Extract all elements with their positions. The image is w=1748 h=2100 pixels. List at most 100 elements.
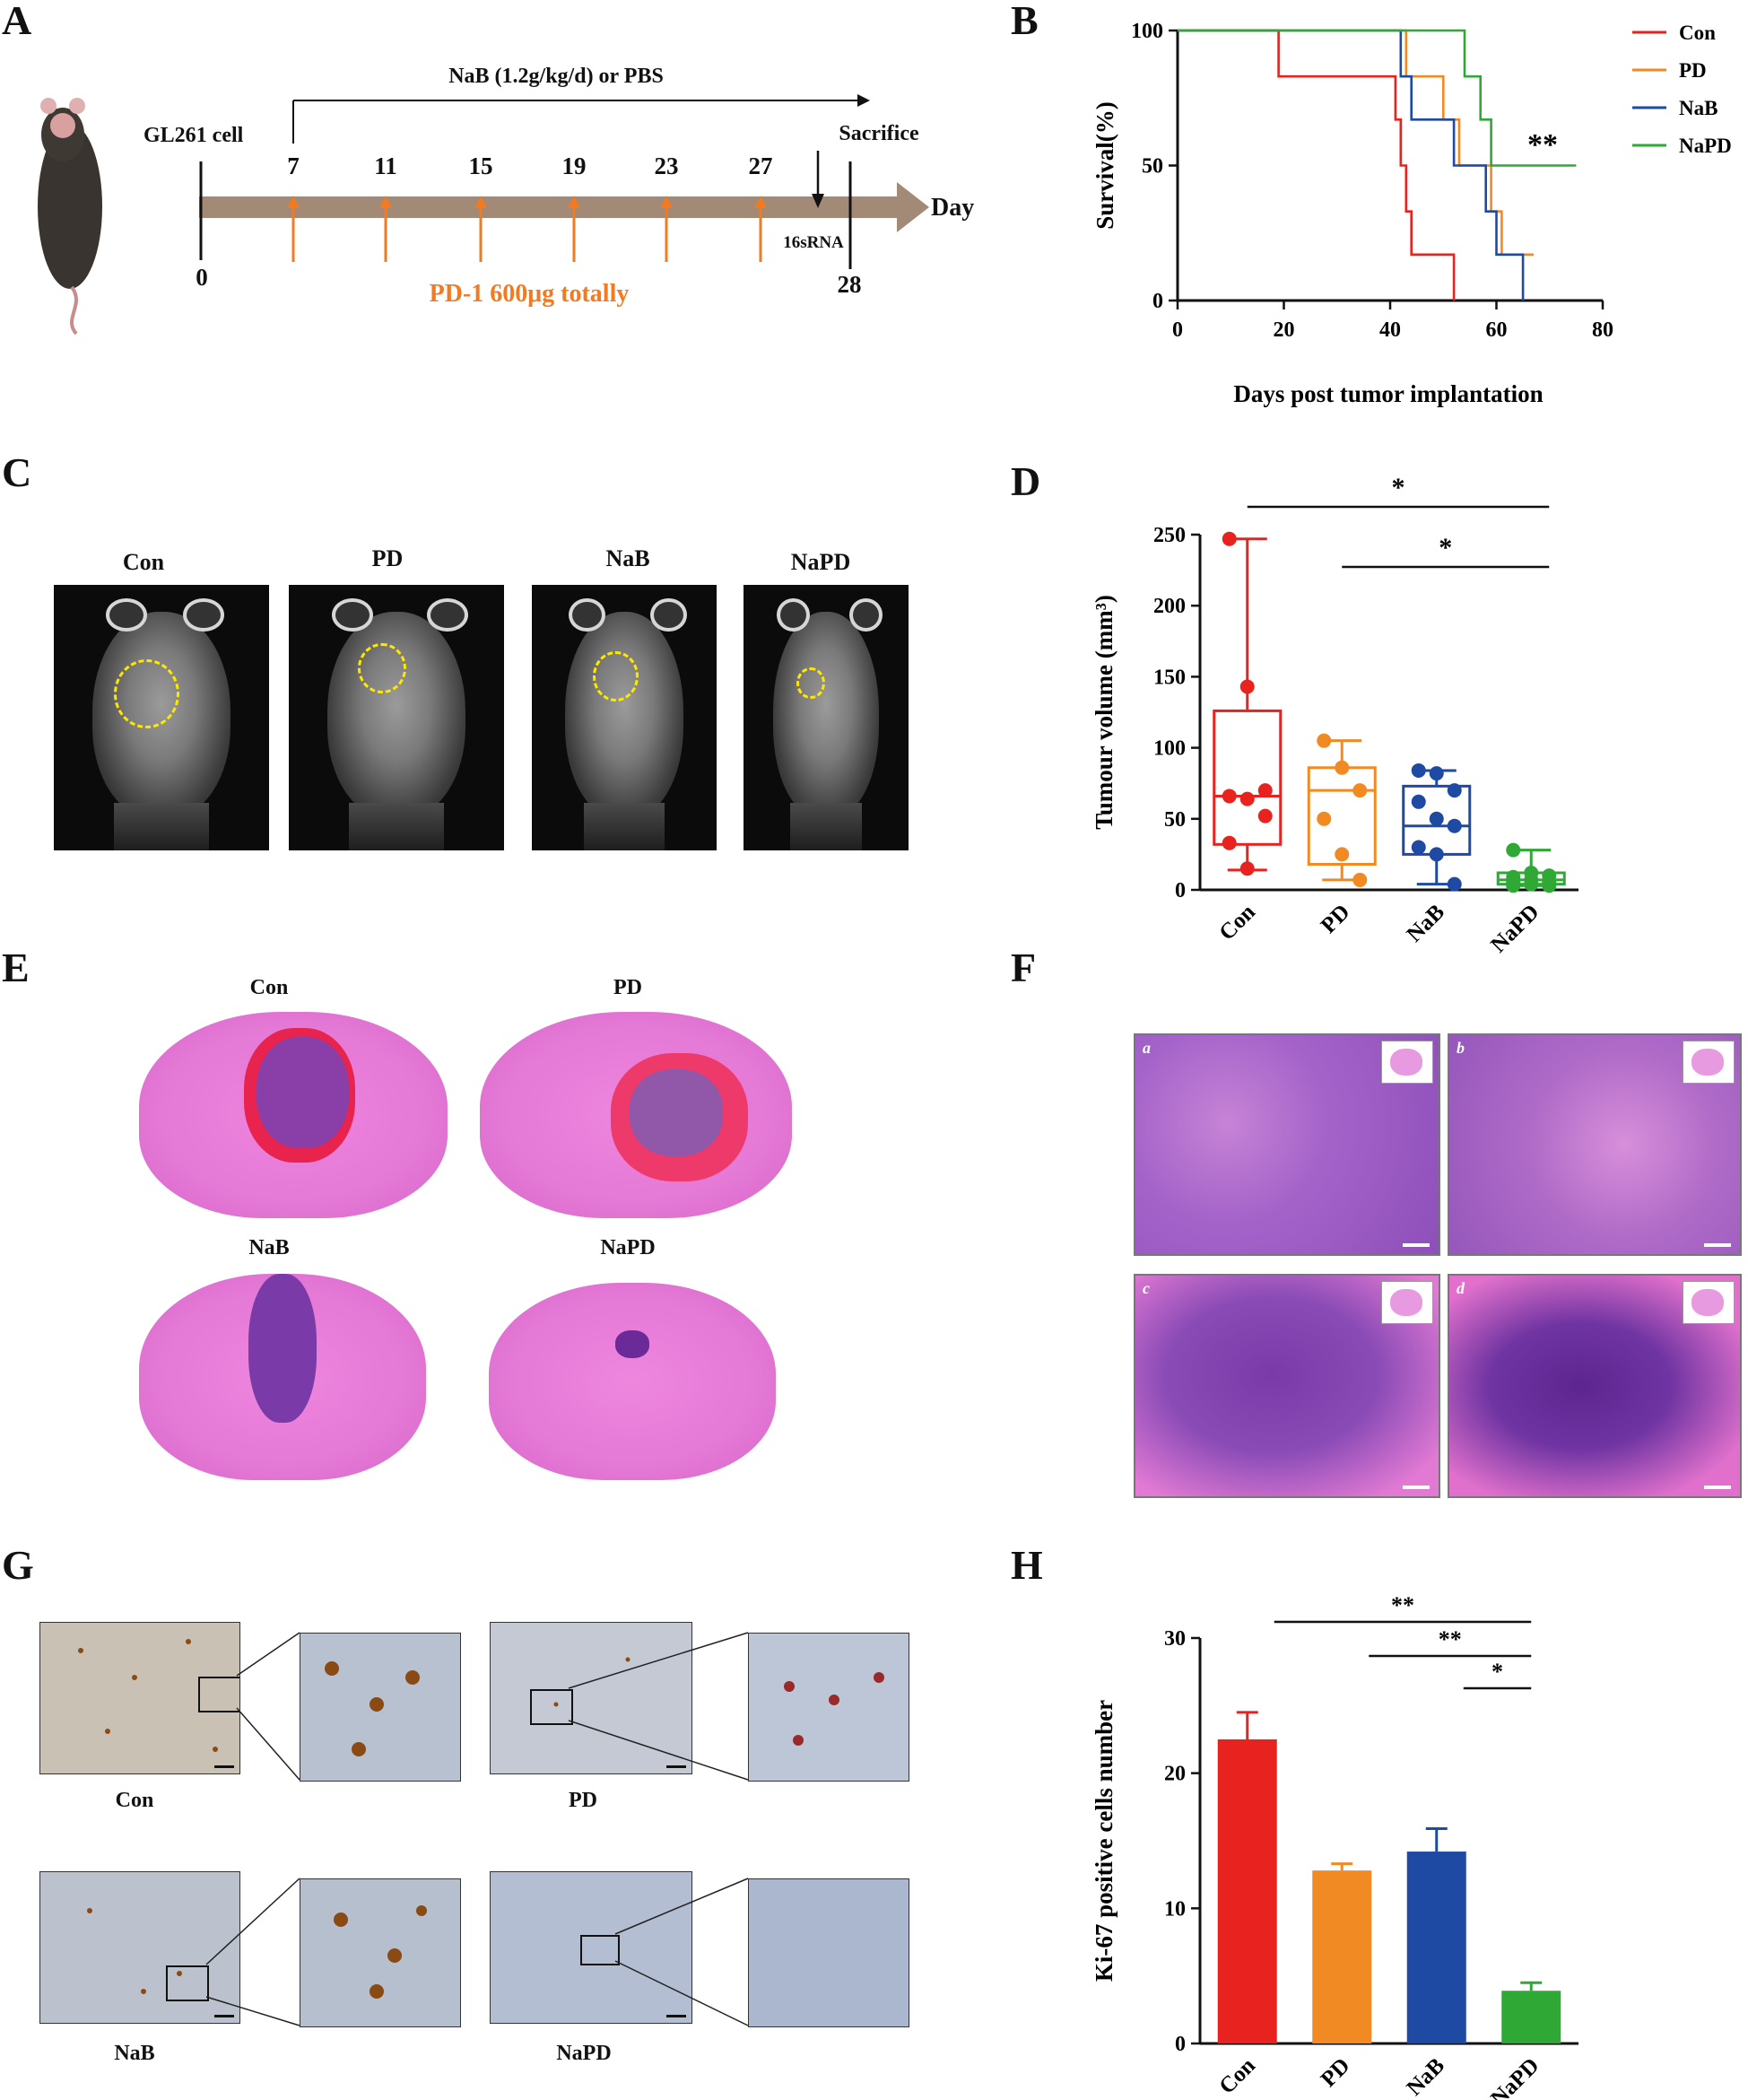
ihc-zoom-con <box>300 1633 461 1782</box>
bar-nab <box>1406 1852 1466 2043</box>
tumor-outline <box>796 667 825 700</box>
scale-bar <box>214 1765 234 1768</box>
data-point <box>1429 811 1444 826</box>
legend-label: NaPD <box>1679 135 1732 157</box>
end-label: Sacrifice <box>839 122 919 145</box>
y-tick-label: 150 <box>1153 666 1186 689</box>
legend-label: NaB <box>1679 97 1718 119</box>
data-point <box>1239 861 1255 876</box>
y-tick-label: 200 <box>1153 595 1186 618</box>
bar-napd <box>1501 1991 1561 2043</box>
panel-label-h: H <box>1011 1542 1043 1588</box>
x-tick-label: NaB <box>1403 900 1449 946</box>
he-section-con <box>139 1012 448 1218</box>
scale-bar <box>1704 1243 1731 1247</box>
mri-label-napd: NaPD <box>790 549 851 575</box>
data-point <box>1257 783 1273 798</box>
he-micro-b: b <box>1448 1033 1742 1256</box>
scale-bar <box>1403 1243 1430 1247</box>
x-tick-label: 0 <box>1172 318 1183 342</box>
section-thumbnail <box>1683 1041 1735 1084</box>
data-point <box>1411 762 1426 778</box>
day-tick-label: 7 <box>287 152 300 179</box>
he-micro-d: d <box>1448 1274 1742 1498</box>
y-tick-label: 0 <box>1175 879 1186 902</box>
scale-bar <box>1403 1486 1430 1489</box>
he-section-napd <box>489 1283 776 1480</box>
x-tick-label: 60 <box>1486 318 1508 342</box>
sample-label: 16sRNA <box>783 233 844 252</box>
he-section-pd <box>480 1012 792 1218</box>
section-thumbnail <box>1381 1041 1433 1084</box>
data-point <box>1542 868 1557 884</box>
injection-arrows <box>287 196 767 262</box>
data-point <box>1222 835 1237 850</box>
survival-line-con <box>1178 29 1456 301</box>
y-axis-label: Tumour volume (mm³) <box>1091 595 1118 830</box>
x-tick-label: PD <box>1317 900 1355 938</box>
data-point <box>1257 808 1273 823</box>
panel-label-g: G <box>2 1542 34 1588</box>
antibody-label: PD-1 600μg totally <box>429 280 630 308</box>
panel-label-e: E <box>2 945 30 990</box>
bar-con <box>1217 1739 1277 2043</box>
axis-day-label: Day <box>931 194 975 222</box>
data-point <box>1506 876 1521 891</box>
data-point <box>1542 874 1557 889</box>
box-napd <box>1496 871 1566 886</box>
mri-image-napd <box>744 585 909 850</box>
x-tick-label: Con <box>1214 900 1260 945</box>
data-point <box>1222 531 1237 546</box>
data-point <box>1447 876 1462 892</box>
significance-label: ** <box>1527 128 1558 161</box>
ihc-overview-napd <box>490 1871 692 2024</box>
zoom-box <box>580 1935 620 1965</box>
data-point <box>1447 783 1462 798</box>
ihc-label-con: Con <box>115 1789 154 1812</box>
bar-pd <box>1312 1870 1372 2043</box>
data-point <box>1317 811 1332 826</box>
mri-label-pd: PD <box>371 545 404 571</box>
panel-label-c: C <box>2 449 32 495</box>
tumor-outline <box>357 643 406 694</box>
x-tick-label: NaB <box>1403 2053 1449 2100</box>
y-tick-label: 0 <box>1152 290 1163 313</box>
scale-bar <box>214 2015 234 2017</box>
timeline-axis-arrow <box>199 182 929 232</box>
scale-bar <box>666 2015 686 2017</box>
data-point <box>1506 869 1521 884</box>
data-point <box>1317 733 1332 748</box>
y-tick-label: 0 <box>1175 2033 1186 2056</box>
data-point <box>1429 766 1444 781</box>
x-tick-label: PD <box>1317 2053 1355 2092</box>
y-tick-label: 20 <box>1164 1763 1186 1786</box>
legend-label: Con <box>1679 22 1716 44</box>
x-tick-label: 20 <box>1274 318 1295 342</box>
ihc-label-napd: NaPD <box>556 2042 612 2065</box>
panel-label-b: B <box>1011 0 1039 43</box>
he-label-nab: NaB <box>248 1236 290 1259</box>
day-tick-label: 11 <box>374 152 397 179</box>
data-point <box>1335 847 1350 862</box>
mri-image-pd <box>289 585 504 850</box>
box-nab <box>1402 784 1472 856</box>
section-thumbnail <box>1381 1281 1433 1324</box>
x-tick-label: 80 <box>1592 318 1613 342</box>
micro-sublabel-d: d <box>1457 1279 1465 1297</box>
mri-image-nab <box>532 585 717 850</box>
x-tick-label: NaPD <box>1486 900 1544 957</box>
data-point <box>1542 878 1557 893</box>
zoom-box <box>530 1689 573 1725</box>
survival-line-napd <box>1178 29 1577 167</box>
data-point <box>1524 876 1539 892</box>
y-tick-label: 100 <box>1131 20 1163 43</box>
data-point <box>1524 872 1539 887</box>
day-start-label: 0 <box>196 264 208 291</box>
box-con <box>1213 709 1283 846</box>
he-section-nab <box>139 1274 426 1480</box>
mri-label-con: Con <box>122 549 165 575</box>
day-tick-label: 19 <box>561 152 587 179</box>
ihc-zoom-napd <box>748 1878 909 2027</box>
data-point <box>1506 878 1521 893</box>
zoom-box <box>166 1965 209 2001</box>
